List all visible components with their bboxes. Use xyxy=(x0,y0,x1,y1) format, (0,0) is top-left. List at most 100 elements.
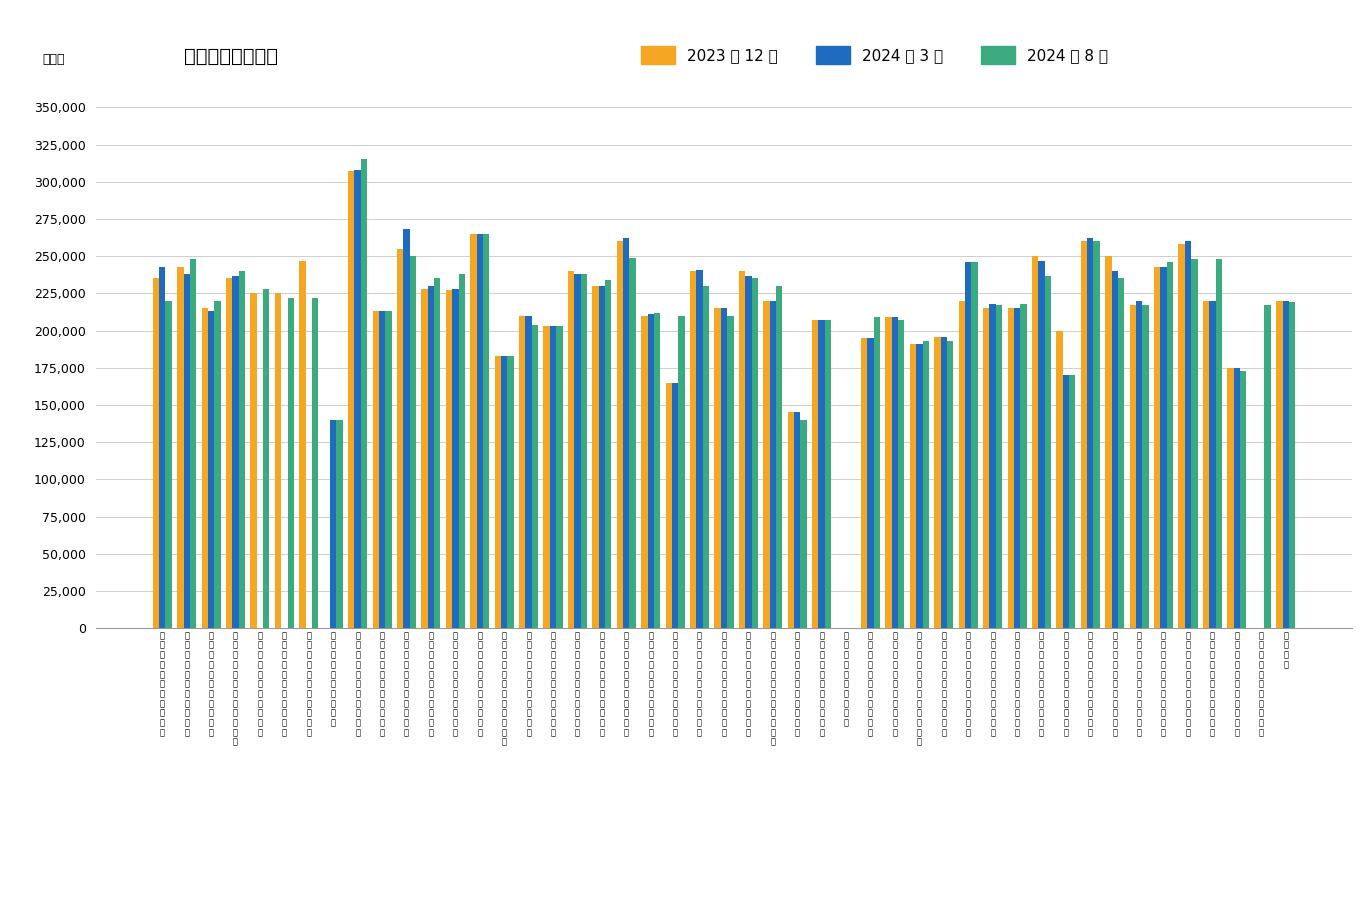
Bar xyxy=(470,234,477,628)
Bar xyxy=(232,275,239,628)
Bar xyxy=(501,356,507,628)
Bar xyxy=(568,271,574,628)
Bar xyxy=(452,289,459,628)
Bar xyxy=(867,338,874,628)
Bar xyxy=(947,341,953,628)
Bar xyxy=(550,326,556,628)
Bar xyxy=(178,266,183,628)
Bar xyxy=(1290,302,1295,628)
Bar xyxy=(385,311,392,628)
Bar xyxy=(1087,238,1094,628)
Bar xyxy=(1112,271,1117,628)
Bar xyxy=(421,289,428,628)
Bar xyxy=(672,383,679,628)
Bar xyxy=(507,356,514,628)
Bar xyxy=(1070,375,1075,628)
Bar xyxy=(373,311,378,628)
Bar xyxy=(1240,371,1246,628)
Bar xyxy=(348,171,354,628)
Bar xyxy=(598,286,605,628)
Bar xyxy=(630,258,635,628)
Bar xyxy=(776,286,783,628)
Bar xyxy=(922,341,929,628)
Bar xyxy=(410,256,417,628)
Bar xyxy=(1265,305,1270,628)
Bar xyxy=(1045,275,1050,628)
Bar xyxy=(690,271,697,628)
Bar xyxy=(1283,301,1290,628)
Bar xyxy=(428,286,434,628)
Bar xyxy=(1008,309,1014,628)
Bar xyxy=(818,320,825,628)
Bar xyxy=(208,311,214,628)
Bar xyxy=(996,305,1003,628)
Bar xyxy=(739,271,746,628)
Text: 民間資格取得料金: 民間資格取得料金 xyxy=(183,46,277,66)
Bar xyxy=(679,316,684,628)
Bar xyxy=(1167,262,1173,628)
Bar xyxy=(544,326,550,628)
Bar xyxy=(892,317,897,628)
Bar xyxy=(788,412,794,628)
Bar xyxy=(825,320,831,628)
Bar xyxy=(445,290,452,628)
Bar xyxy=(941,336,947,628)
Bar xyxy=(964,262,971,628)
Bar xyxy=(861,338,867,628)
Bar xyxy=(917,344,922,628)
Bar xyxy=(702,286,709,628)
Bar xyxy=(764,301,769,628)
Bar xyxy=(1063,375,1070,628)
Bar xyxy=(989,304,996,628)
Bar xyxy=(665,383,672,628)
Bar xyxy=(751,278,758,628)
Bar xyxy=(1154,266,1160,628)
Bar xyxy=(1209,301,1216,628)
Bar xyxy=(910,344,917,628)
Bar xyxy=(214,301,221,628)
Bar xyxy=(361,159,367,628)
Bar xyxy=(336,419,343,628)
Bar xyxy=(526,316,531,628)
Bar xyxy=(1142,305,1149,628)
Bar xyxy=(434,278,440,628)
Bar xyxy=(623,238,630,628)
Bar xyxy=(934,336,941,628)
Bar xyxy=(574,274,581,628)
Bar xyxy=(885,317,892,628)
Bar xyxy=(959,301,964,628)
Bar xyxy=(1130,305,1137,628)
Bar xyxy=(971,262,978,628)
Bar xyxy=(1105,256,1112,628)
Bar xyxy=(1179,244,1184,628)
Bar xyxy=(556,326,563,628)
Bar xyxy=(311,298,318,628)
Bar xyxy=(1020,304,1027,628)
Bar xyxy=(477,234,484,628)
Bar xyxy=(239,271,245,628)
Bar xyxy=(654,312,660,628)
Bar xyxy=(153,278,158,628)
Bar xyxy=(519,316,526,628)
Bar xyxy=(1056,331,1063,628)
Bar xyxy=(275,293,281,628)
Bar xyxy=(1014,309,1020,628)
Bar xyxy=(190,259,197,628)
Bar xyxy=(1216,259,1223,628)
Bar xyxy=(354,170,361,628)
Bar xyxy=(794,412,800,628)
Bar xyxy=(299,261,306,628)
Bar xyxy=(484,234,489,628)
Bar xyxy=(1184,241,1191,628)
Bar xyxy=(1276,301,1283,628)
Bar xyxy=(1031,256,1038,628)
Bar xyxy=(378,311,385,628)
Bar xyxy=(398,249,403,628)
Bar xyxy=(581,274,587,628)
Bar xyxy=(288,298,294,628)
Bar xyxy=(158,266,165,628)
Bar xyxy=(813,320,818,628)
Bar xyxy=(165,301,172,628)
Bar xyxy=(331,419,336,628)
Bar xyxy=(897,320,904,628)
